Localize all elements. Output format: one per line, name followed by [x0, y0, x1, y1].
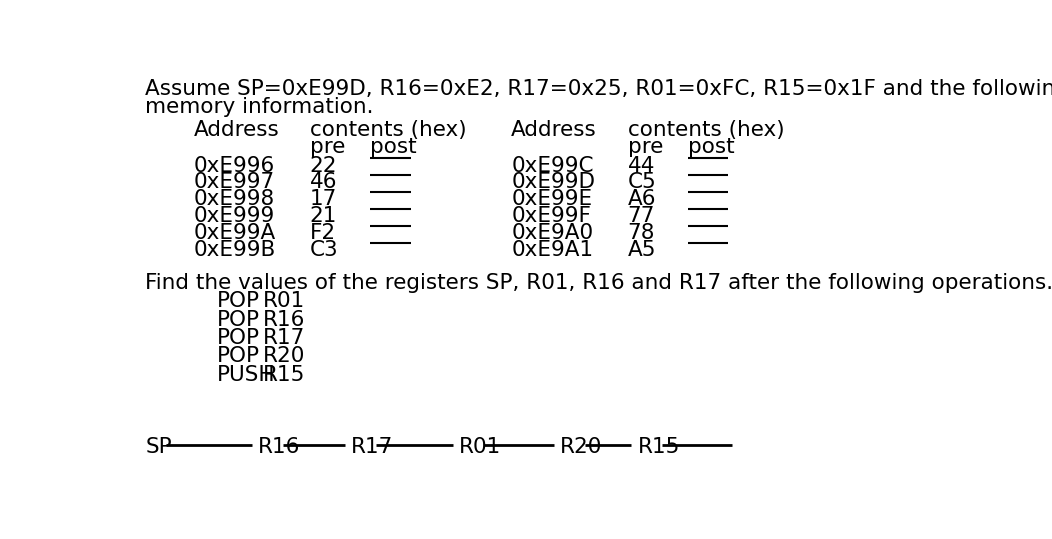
Text: R17: R17 [350, 437, 393, 458]
Text: 0xE99E: 0xE99E [511, 189, 592, 210]
Text: R01: R01 [263, 291, 305, 311]
Text: 17: 17 [309, 189, 337, 210]
Text: contents (hex): contents (hex) [627, 120, 784, 140]
Text: pre: pre [309, 137, 345, 157]
Text: R15: R15 [263, 365, 306, 385]
Text: Assume SP=0xE99D, R16=0xE2, R17=0x25, R01=0xFC, R15=0x1F and the following: Assume SP=0xE99D, R16=0xE2, R17=0x25, R0… [145, 79, 1052, 99]
Text: 46: 46 [309, 172, 338, 192]
Text: 0xE998: 0xE998 [194, 189, 275, 210]
Text: 0xE996: 0xE996 [194, 156, 275, 176]
Text: A5: A5 [627, 240, 656, 260]
Text: 44: 44 [627, 156, 655, 176]
Text: post: post [688, 137, 734, 157]
Text: 22: 22 [309, 156, 338, 176]
Text: 0xE99A: 0xE99A [194, 223, 276, 243]
Text: 0xE9A0: 0xE9A0 [511, 223, 593, 243]
Text: R15: R15 [638, 437, 680, 458]
Text: R20: R20 [263, 347, 306, 367]
Text: POP: POP [217, 347, 260, 367]
Text: Address: Address [194, 120, 279, 140]
Text: R17: R17 [263, 328, 306, 348]
Text: POP: POP [217, 309, 260, 329]
Text: A6: A6 [627, 189, 656, 210]
Text: 0xE9A1: 0xE9A1 [511, 240, 593, 260]
Text: 0xE99C: 0xE99C [511, 156, 593, 176]
Text: F2: F2 [309, 223, 336, 243]
Text: POP: POP [217, 291, 260, 311]
Text: C5: C5 [627, 172, 656, 192]
Text: SP: SP [145, 437, 173, 458]
Text: 0xE99B: 0xE99B [194, 240, 276, 260]
Text: contents (hex): contents (hex) [309, 120, 466, 140]
Text: R01: R01 [460, 437, 502, 458]
Text: memory information.: memory information. [145, 97, 373, 117]
Text: pre: pre [627, 137, 663, 157]
Text: R16: R16 [258, 437, 300, 458]
Text: R20: R20 [560, 437, 603, 458]
Text: PUSH: PUSH [217, 365, 276, 385]
Text: Address: Address [511, 120, 596, 140]
Text: POP: POP [217, 328, 260, 348]
Text: 0xE99F: 0xE99F [511, 206, 591, 226]
Text: Find the values of the registers SP, R01, R16 and R17 after the following operat: Find the values of the registers SP, R01… [145, 273, 1052, 293]
Text: 0xE997: 0xE997 [194, 172, 275, 192]
Text: C3: C3 [309, 240, 339, 260]
Text: 21: 21 [309, 206, 337, 226]
Text: post: post [370, 137, 417, 157]
Text: 0xE999: 0xE999 [194, 206, 275, 226]
Text: R16: R16 [263, 309, 306, 329]
Text: 77: 77 [627, 206, 655, 226]
Text: 78: 78 [627, 223, 655, 243]
Text: 0xE99D: 0xE99D [511, 172, 595, 192]
